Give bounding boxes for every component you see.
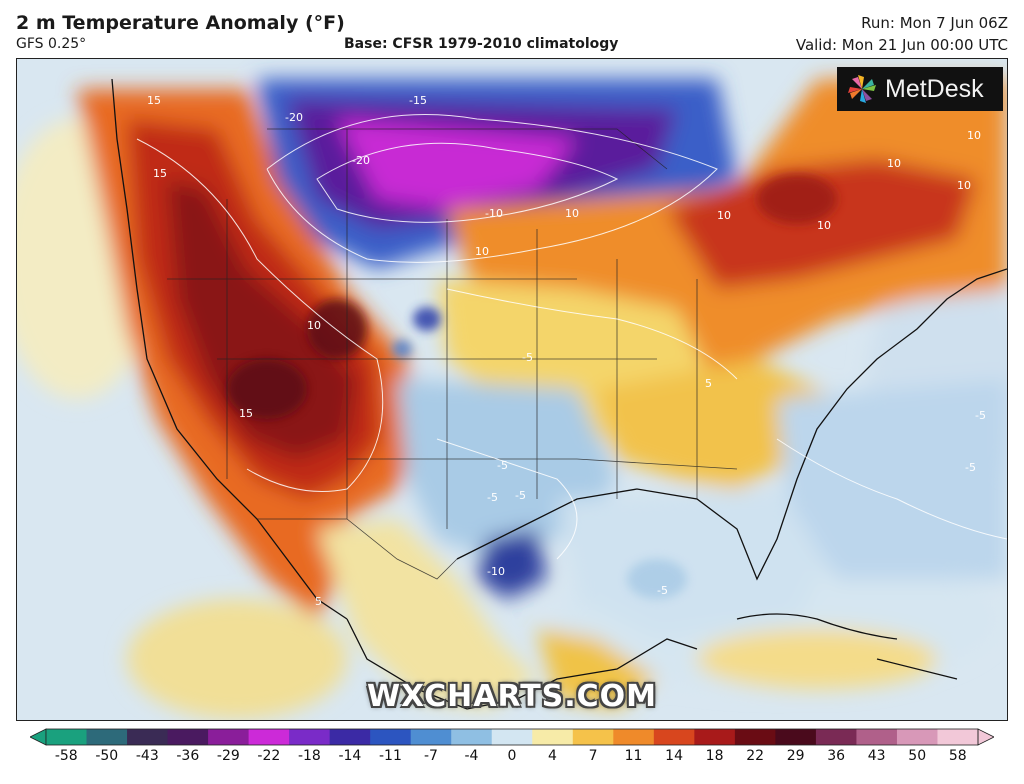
wxcharts-watermark: WXCHARTS.COM <box>366 679 658 714</box>
colorbar-segment <box>208 729 250 745</box>
colorbar-tick-label: 22 <box>746 748 765 764</box>
colorbar-segment <box>86 729 128 745</box>
colorbar-high-arrow <box>977 728 995 746</box>
colorbar-segment <box>815 729 857 745</box>
logo-wordmark: MetDesk <box>885 74 984 103</box>
contour-label: 10 <box>887 157 901 170</box>
colorbar-tick-label: -11 <box>378 748 402 764</box>
colorbar-border <box>45 728 979 746</box>
model-label: GFS 0.25° <box>16 36 87 52</box>
contour-label: -20 <box>285 111 303 124</box>
colorbar-segment <box>734 729 776 745</box>
borders <box>167 128 738 580</box>
contour-label: -5 <box>657 584 668 597</box>
colorbar-segment <box>491 729 533 745</box>
colorbar-segment <box>613 729 655 745</box>
colorbar-tick-label: 14 <box>665 748 683 764</box>
colorbar-tick-label: 7 <box>588 748 598 764</box>
colorbar-segment <box>127 729 169 745</box>
run-time-label: Run: Mon 7 Jun 06Z <box>861 14 1008 32</box>
colorbar-tick-label: 36 <box>827 748 846 764</box>
colorbar-tick-label: 29 <box>786 748 805 764</box>
colorbar-tick-label: -58 <box>54 748 78 764</box>
valid-time-label: Valid: Mon 21 Jun 00:00 UTC <box>795 36 1008 54</box>
base-climatology-label: Base: CFSR 1979-2010 climatology <box>344 36 619 52</box>
contour-label: -5 <box>515 489 526 502</box>
colorbar-tick-label: 11 <box>624 748 643 764</box>
contour-label: -5 <box>487 491 498 504</box>
colorbar-tick-label: -29 <box>216 748 240 764</box>
metdesk-logo: MetDesk <box>837 67 1003 111</box>
contour-label: 5 <box>705 377 712 390</box>
contour-label: 10 <box>817 219 831 232</box>
colorbar-tick-label: -4 <box>464 748 479 764</box>
contour-label: 10 <box>717 209 731 222</box>
contour-label: 15 <box>153 167 167 180</box>
contour-labels: -15 -20 -20 -10 10 10 10 10 15 15 15 10 … <box>147 94 986 608</box>
contour-label: 10 <box>967 129 981 142</box>
colorbar-segment <box>248 729 290 745</box>
colorbar-segment <box>370 729 412 745</box>
colorbar-segment <box>167 729 209 745</box>
colorbar-segment <box>46 729 88 745</box>
color-scale-bar <box>29 728 995 746</box>
colorbar-segment <box>937 729 979 745</box>
colorbar-segment <box>451 729 493 745</box>
colorbar-tick-label: 4 <box>548 748 557 764</box>
anomaly-map[interactable]: -15 -20 -20 -10 10 10 10 10 15 15 15 10 … <box>16 58 1008 721</box>
pinwheel-logo-icon <box>848 75 876 103</box>
colorbar-segment <box>896 729 938 745</box>
colorbar-segment <box>410 729 452 745</box>
contour-label: -5 <box>965 461 976 474</box>
colorbar-segment <box>775 729 817 745</box>
contour-label: -5 <box>975 409 986 422</box>
colorbar-segment <box>532 729 574 745</box>
color-scale-legend: -58 -50 -43 -36 -29 -22 -18 -14 -11 -7 -4 0 4 7 11 14 18… <box>29 728 995 778</box>
colorbar-tick-label: -7 <box>423 748 438 764</box>
colorbar-segment <box>694 729 736 745</box>
colorbar-tick-label: -36 <box>176 748 200 764</box>
contour-label: 10 <box>565 207 579 220</box>
colorbar-tick-label: 0 <box>507 748 517 764</box>
colorbar-tick-label: 58 <box>948 748 967 764</box>
colorbar-segment <box>329 729 371 745</box>
colorbar-segment <box>856 729 898 745</box>
coastlines <box>111 78 1007 710</box>
contour-label: 10 <box>307 319 321 332</box>
colorbar-tick-label: -18 <box>297 748 321 764</box>
colorbar-tick-label: -43 <box>135 748 159 764</box>
contour-label: -5 <box>497 459 508 472</box>
colorbar-tick-label: 43 <box>867 748 886 764</box>
contour-label: -15 <box>409 94 427 107</box>
contour-label: 10 <box>475 245 489 258</box>
contour-label: 10 <box>957 179 971 192</box>
colorbar-tick-label: 50 <box>908 748 927 764</box>
colorbar-tick-label: -50 <box>95 748 119 764</box>
contour-label: -10 <box>485 207 503 220</box>
chart-title: 2 m Temperature Anomaly (°F) <box>16 12 345 34</box>
contour-label: -5 <box>522 351 533 364</box>
contour-label: 15 <box>239 407 253 420</box>
contour-label: -20 <box>352 154 370 167</box>
colorbar-tick-label: -14 <box>338 748 362 764</box>
colorbar-tick-label: 18 <box>705 748 724 764</box>
colorbar-segment <box>653 729 695 745</box>
colorbar-segment <box>572 729 614 745</box>
color-scale-labels: -58 -50 -43 -36 -29 -22 -18 -14 -11 -7 -4 0 4 7 11 14 18… <box>30 748 994 772</box>
colorbar-tick-label: -22 <box>257 748 281 764</box>
contour-label: -10 <box>487 565 505 578</box>
contours <box>136 114 1007 560</box>
map-canvas: -15 -20 -20 -10 10 10 10 10 15 15 15 10 … <box>17 59 1007 720</box>
contour-label: 15 <box>147 94 161 107</box>
colorbar-segment <box>289 729 331 745</box>
contour-label: 5 <box>315 595 322 608</box>
colorbar-low-arrow <box>29 728 47 746</box>
